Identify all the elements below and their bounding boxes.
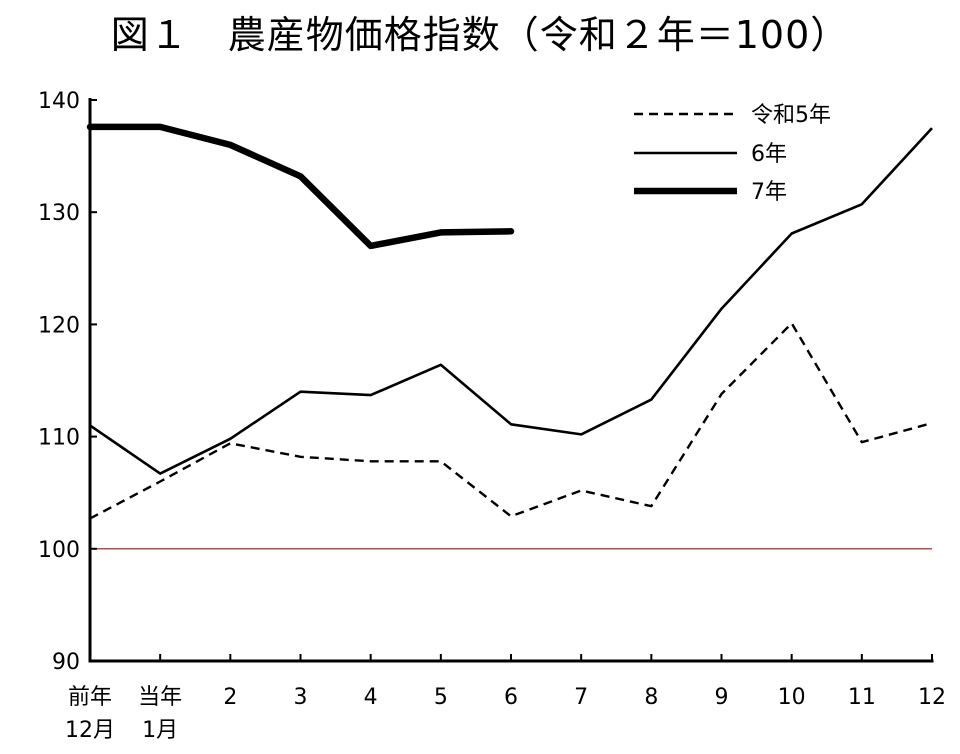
series-line-1 <box>89 322 933 520</box>
x-tick-label: 3 <box>294 685 308 710</box>
x-tick-label: 11 <box>848 685 876 710</box>
x-tick-label: 12 <box>918 685 946 710</box>
y-tick-label: 140 <box>38 89 80 114</box>
x-tick-label: 7 <box>574 685 588 710</box>
x-tick-label: 5 <box>434 685 448 710</box>
x-tick-label: 前年 <box>68 685 112 710</box>
x-tick-label: 6 <box>504 685 518 710</box>
x-tick-label: 当年 <box>138 685 182 710</box>
series-line-3 <box>86 123 515 250</box>
y-tick-label: 130 <box>38 201 80 226</box>
y-tick-label: 110 <box>38 426 80 451</box>
legend-label-1: 令和5年 <box>751 103 831 128</box>
series-line-2 <box>89 127 933 475</box>
y-tick-label: 90 <box>52 650 80 675</box>
x-tick-label: 1月 <box>142 718 178 743</box>
x-tick-label: 10 <box>778 685 806 710</box>
chart-title: 図１ 農産物価格指数（令和２年＝100） <box>110 13 850 57</box>
legend-label-2: 6年 <box>751 142 787 167</box>
x-tick-label: 9 <box>715 685 729 710</box>
y-tick-label: 120 <box>38 313 80 338</box>
x-tick-label: 4 <box>364 685 378 710</box>
x-tick-label: 2 <box>223 685 237 710</box>
x-tick-label: 8 <box>644 685 658 710</box>
x-tick-label: 12月 <box>65 718 115 743</box>
legend-label-3: 7年 <box>751 180 787 205</box>
y-tick-label: 100 <box>38 538 80 563</box>
